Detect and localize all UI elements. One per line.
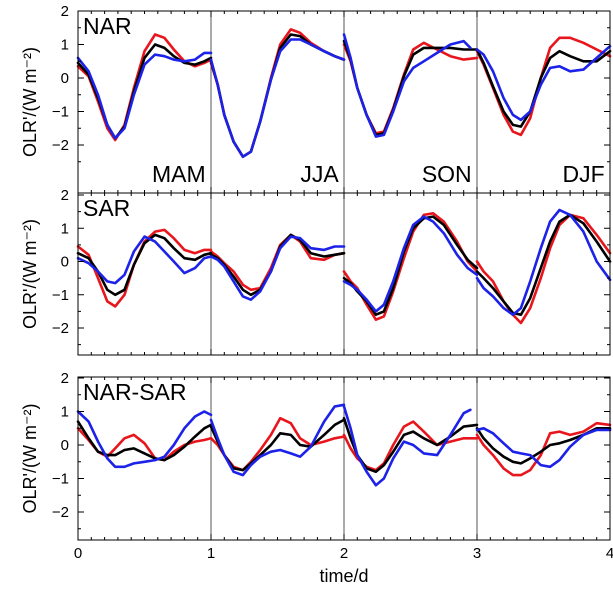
series-line-blue	[342, 33, 472, 138]
season-label: JJA	[300, 161, 339, 187]
y-tick-label: 1	[61, 220, 69, 237]
series-line-blue	[475, 427, 612, 469]
series-line-red	[209, 416, 346, 472]
panel-1: −2 −1 0 1 2 NAR OLR'/(W m⁻²) MAM JJA SON DJF	[20, 3, 612, 194]
x-tick-label: 0	[74, 545, 82, 562]
y-tick-label: 0	[61, 254, 69, 271]
y-axis-label: OLR'/(W m⁻²)	[20, 404, 40, 514]
series-line-red	[76, 33, 213, 142]
series-line-red	[209, 233, 346, 292]
y-tick-label: −2	[52, 504, 69, 521]
y-tick-label: −1	[52, 287, 69, 304]
series-line-blue	[475, 208, 612, 316]
panel-title: NAR-SAR	[83, 379, 187, 405]
season-label: SON	[422, 161, 472, 187]
series-line-blue	[209, 38, 346, 158]
y-tick-label: 2	[61, 3, 69, 20]
season-label: DJF	[563, 161, 605, 187]
y-tick-label: −2	[52, 320, 69, 337]
y-axis-label: OLR'/(W m⁻²)	[20, 47, 40, 157]
y-tick-label: −1	[52, 471, 69, 488]
panel-title: NAR	[83, 13, 132, 39]
x-tick-label: 4	[606, 545, 613, 562]
series-line-black	[76, 420, 213, 462]
series-line-black	[209, 33, 346, 158]
panel-2: −2 −1 0 1 2 SAR OLR'/(W m⁻²)	[20, 187, 612, 356]
x-tick-label: 3	[473, 545, 481, 562]
series-line-black	[209, 233, 346, 297]
y-tick-label: 1	[61, 37, 69, 54]
series-line-red	[475, 36, 612, 137]
series-line-red	[76, 427, 213, 462]
y-tick-label: −2	[52, 137, 69, 154]
series-line-black	[76, 233, 213, 297]
season-label: MAM	[152, 161, 206, 187]
series-line-blue	[209, 235, 346, 301]
y-tick-label: −1	[52, 104, 69, 121]
y-tick-label: 0	[61, 70, 69, 87]
panel-title: SAR	[83, 195, 130, 221]
y-tick-label: 1	[61, 404, 69, 421]
series-line-blue	[76, 51, 213, 140]
x-axis-label: time/d	[319, 566, 368, 586]
series-line-blue	[342, 405, 472, 487]
series-line-black	[475, 48, 612, 128]
y-axis-label: OLR'/(W m⁻²)	[20, 219, 40, 329]
y-tick-label: 2	[61, 187, 69, 204]
series-line-red	[475, 421, 612, 477]
series-line-black	[209, 418, 346, 472]
series-line-red	[76, 228, 213, 308]
y-tick-label: 0	[61, 437, 69, 454]
series-line-red	[342, 41, 479, 135]
series-line-blue	[475, 44, 612, 122]
series-line-blue	[76, 235, 213, 285]
series-line-blue	[209, 403, 346, 477]
x-tick-label: 1	[207, 545, 215, 562]
panel-3: −2 −1 0 1 2 0 1 2 3 4 NAR-SAR OLR'/(W m⁻²)	[20, 370, 613, 562]
series-line-blue	[342, 215, 479, 313]
series-line-red	[475, 213, 612, 325]
series-line-blue	[76, 410, 213, 469]
x-tick-label: 2	[340, 545, 348, 562]
y-tick-label: 2	[61, 370, 69, 387]
series-line-black	[475, 213, 612, 316]
